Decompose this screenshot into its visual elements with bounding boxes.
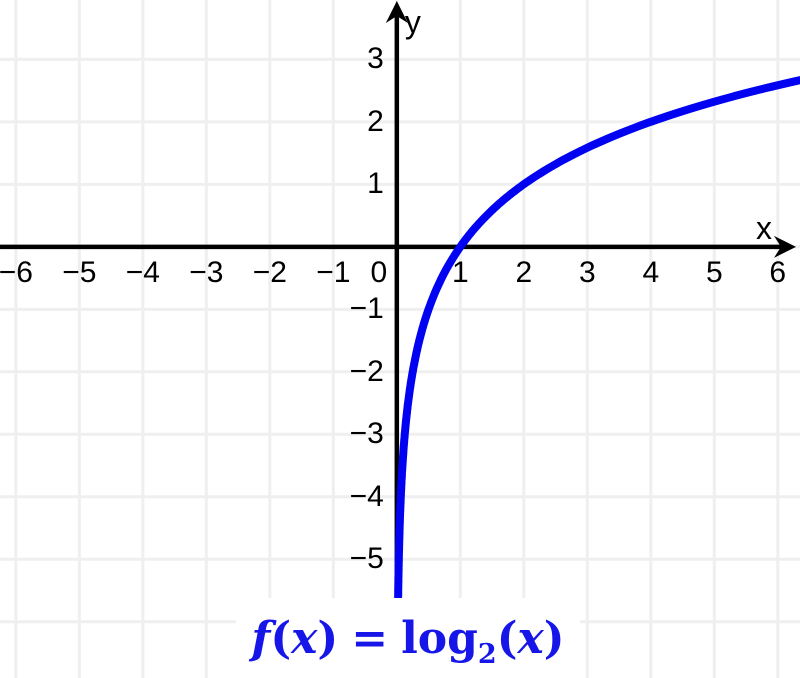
x-tick-label: −5	[62, 255, 97, 289]
x-tick-label: −6	[0, 255, 33, 289]
formula-open-paren-2: (	[496, 612, 518, 664]
x-tick-label: 0	[370, 255, 388, 289]
x-tick-label: 2	[515, 255, 533, 289]
x-tick-label: −2	[252, 255, 287, 289]
y-tick-label: −5	[349, 542, 384, 576]
x-tick-label: 1	[451, 255, 469, 289]
formula-close-paren-1: )	[317, 612, 339, 664]
formula-log: log	[401, 612, 478, 664]
y-tick-label: −1	[349, 292, 384, 326]
y-tick-label: −3	[349, 417, 384, 451]
y-tick-label: 2	[367, 104, 384, 138]
formula-f: f	[251, 612, 271, 664]
y-tick-label: 1	[367, 167, 384, 201]
x-tick-label: −4	[125, 255, 160, 289]
formula-x-1: x	[291, 612, 318, 664]
y-tick-label: −4	[349, 479, 384, 513]
x-tick-label: 3	[578, 255, 596, 289]
y-axis-label: y	[404, 4, 421, 40]
formula-open-paren-1: (	[270, 612, 292, 664]
formula-equals: =	[351, 612, 389, 664]
x-tick-label: 6	[769, 255, 787, 289]
y-axis-arrow-icon	[385, 1, 408, 23]
function-formula-box: f(x) = log 2(x)	[236, 598, 580, 678]
formula-x-2: x	[517, 612, 544, 664]
x-tick-label: −3	[189, 255, 224, 289]
x-axis-label: x	[756, 209, 772, 246]
y-tick-label: −2	[349, 354, 384, 388]
x-tick-label: 5	[705, 255, 723, 289]
function-formula: f(x) = log 2(x)	[251, 612, 565, 670]
x-axis-arrow-icon	[774, 235, 796, 258]
formula-close-paren-2: )	[543, 612, 565, 664]
x-tick-label: 4	[642, 255, 660, 289]
formula-base-2: 2	[477, 638, 497, 670]
y-tick-label: 3	[367, 42, 384, 76]
log2-curve	[394, 76, 800, 601]
x-tick-label: −1	[316, 255, 351, 289]
